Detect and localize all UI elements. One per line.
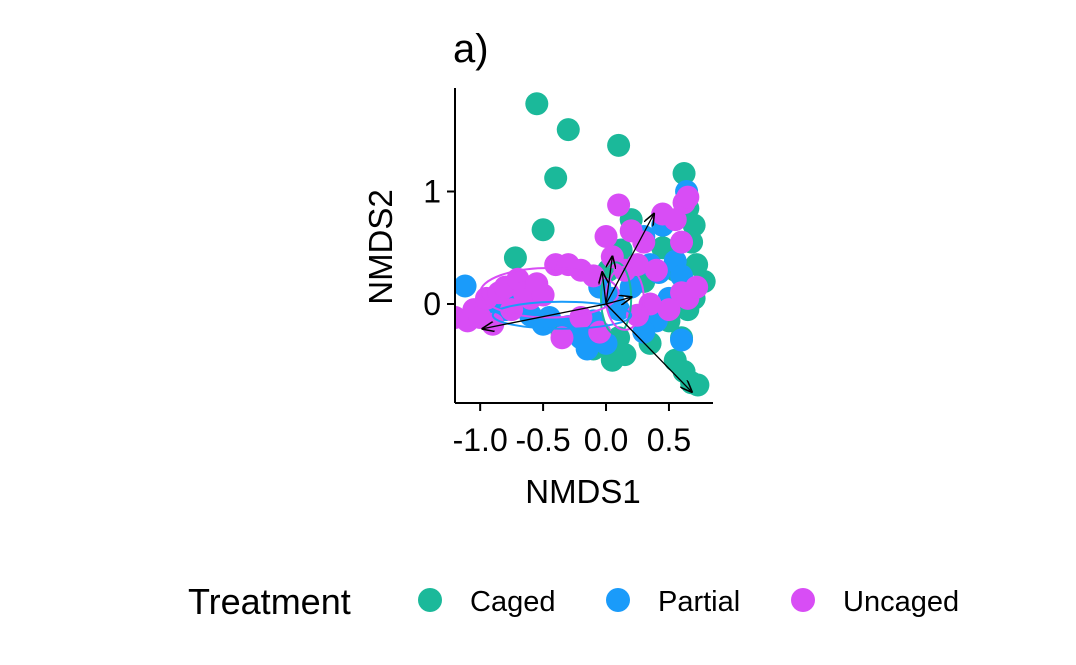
chart-title: a) [453, 27, 489, 71]
y-tick-label: 0 [423, 286, 441, 322]
legend-title: Treatment [188, 581, 351, 622]
point-caged [503, 246, 527, 270]
x-tick-label: -1.0 [453, 422, 508, 458]
x-tick-label: 0.0 [584, 422, 628, 458]
axes [454, 88, 713, 404]
legend-label-caged: Caged [470, 586, 555, 618]
point-uncaged [632, 230, 656, 254]
ellipse-partial [491, 300, 633, 330]
point-partial [575, 337, 599, 361]
point-uncaged [657, 298, 681, 322]
legend-label-uncaged: Uncaged [843, 586, 959, 618]
y-tick-label: 1 [423, 174, 441, 210]
y-axis-title: NMDS2 [362, 189, 399, 305]
y-ticks: 01 [423, 174, 455, 322]
legend-key-caged [418, 588, 442, 612]
point-uncaged [531, 283, 555, 307]
ellipse-uncaged [605, 265, 645, 331]
point-uncaged [670, 230, 694, 254]
point-uncaged [685, 275, 709, 299]
point-caged [672, 162, 696, 185]
vector-arrow [483, 303, 607, 329]
point-caged [556, 118, 580, 142]
ellipse-uncaged [479, 267, 620, 319]
legend: Treatment Caged Partial Uncaged [188, 581, 959, 622]
vector-arrow [602, 273, 606, 305]
point-uncaged [676, 185, 700, 209]
legend-key-partial [606, 588, 630, 612]
x-ticks: -1.0 -0.5 0.0 0.5 [453, 403, 691, 458]
point-caged [682, 213, 706, 237]
point-uncaged [625, 253, 649, 277]
vector-arrow [605, 257, 612, 305]
point-uncaged [663, 208, 687, 232]
point-uncaged [550, 326, 574, 350]
legend-key-uncaged [791, 588, 815, 612]
env-vectors [483, 214, 692, 392]
point-uncaged [569, 306, 593, 329]
point-uncaged [594, 225, 618, 248]
x-tick-label: 0.5 [647, 422, 691, 458]
vector-arrow [605, 303, 692, 392]
point-caged [525, 92, 549, 116]
point-caged [686, 373, 710, 397]
vector-arrow [605, 214, 654, 305]
x-tick-label: -0.5 [516, 422, 571, 458]
point-uncaged [644, 258, 668, 282]
point-caged [531, 218, 555, 242]
point-uncaged [588, 320, 612, 344]
x-axis-title: NMDS1 [525, 473, 641, 510]
point-caged [607, 133, 631, 157]
data-points [456, 92, 716, 397]
legend-label-partial: Partial [658, 586, 740, 618]
point-uncaged [607, 193, 631, 217]
point-partial [670, 328, 694, 352]
point-caged [544, 166, 568, 190]
vector-arrow [605, 297, 631, 304]
point-partial [456, 274, 477, 298]
